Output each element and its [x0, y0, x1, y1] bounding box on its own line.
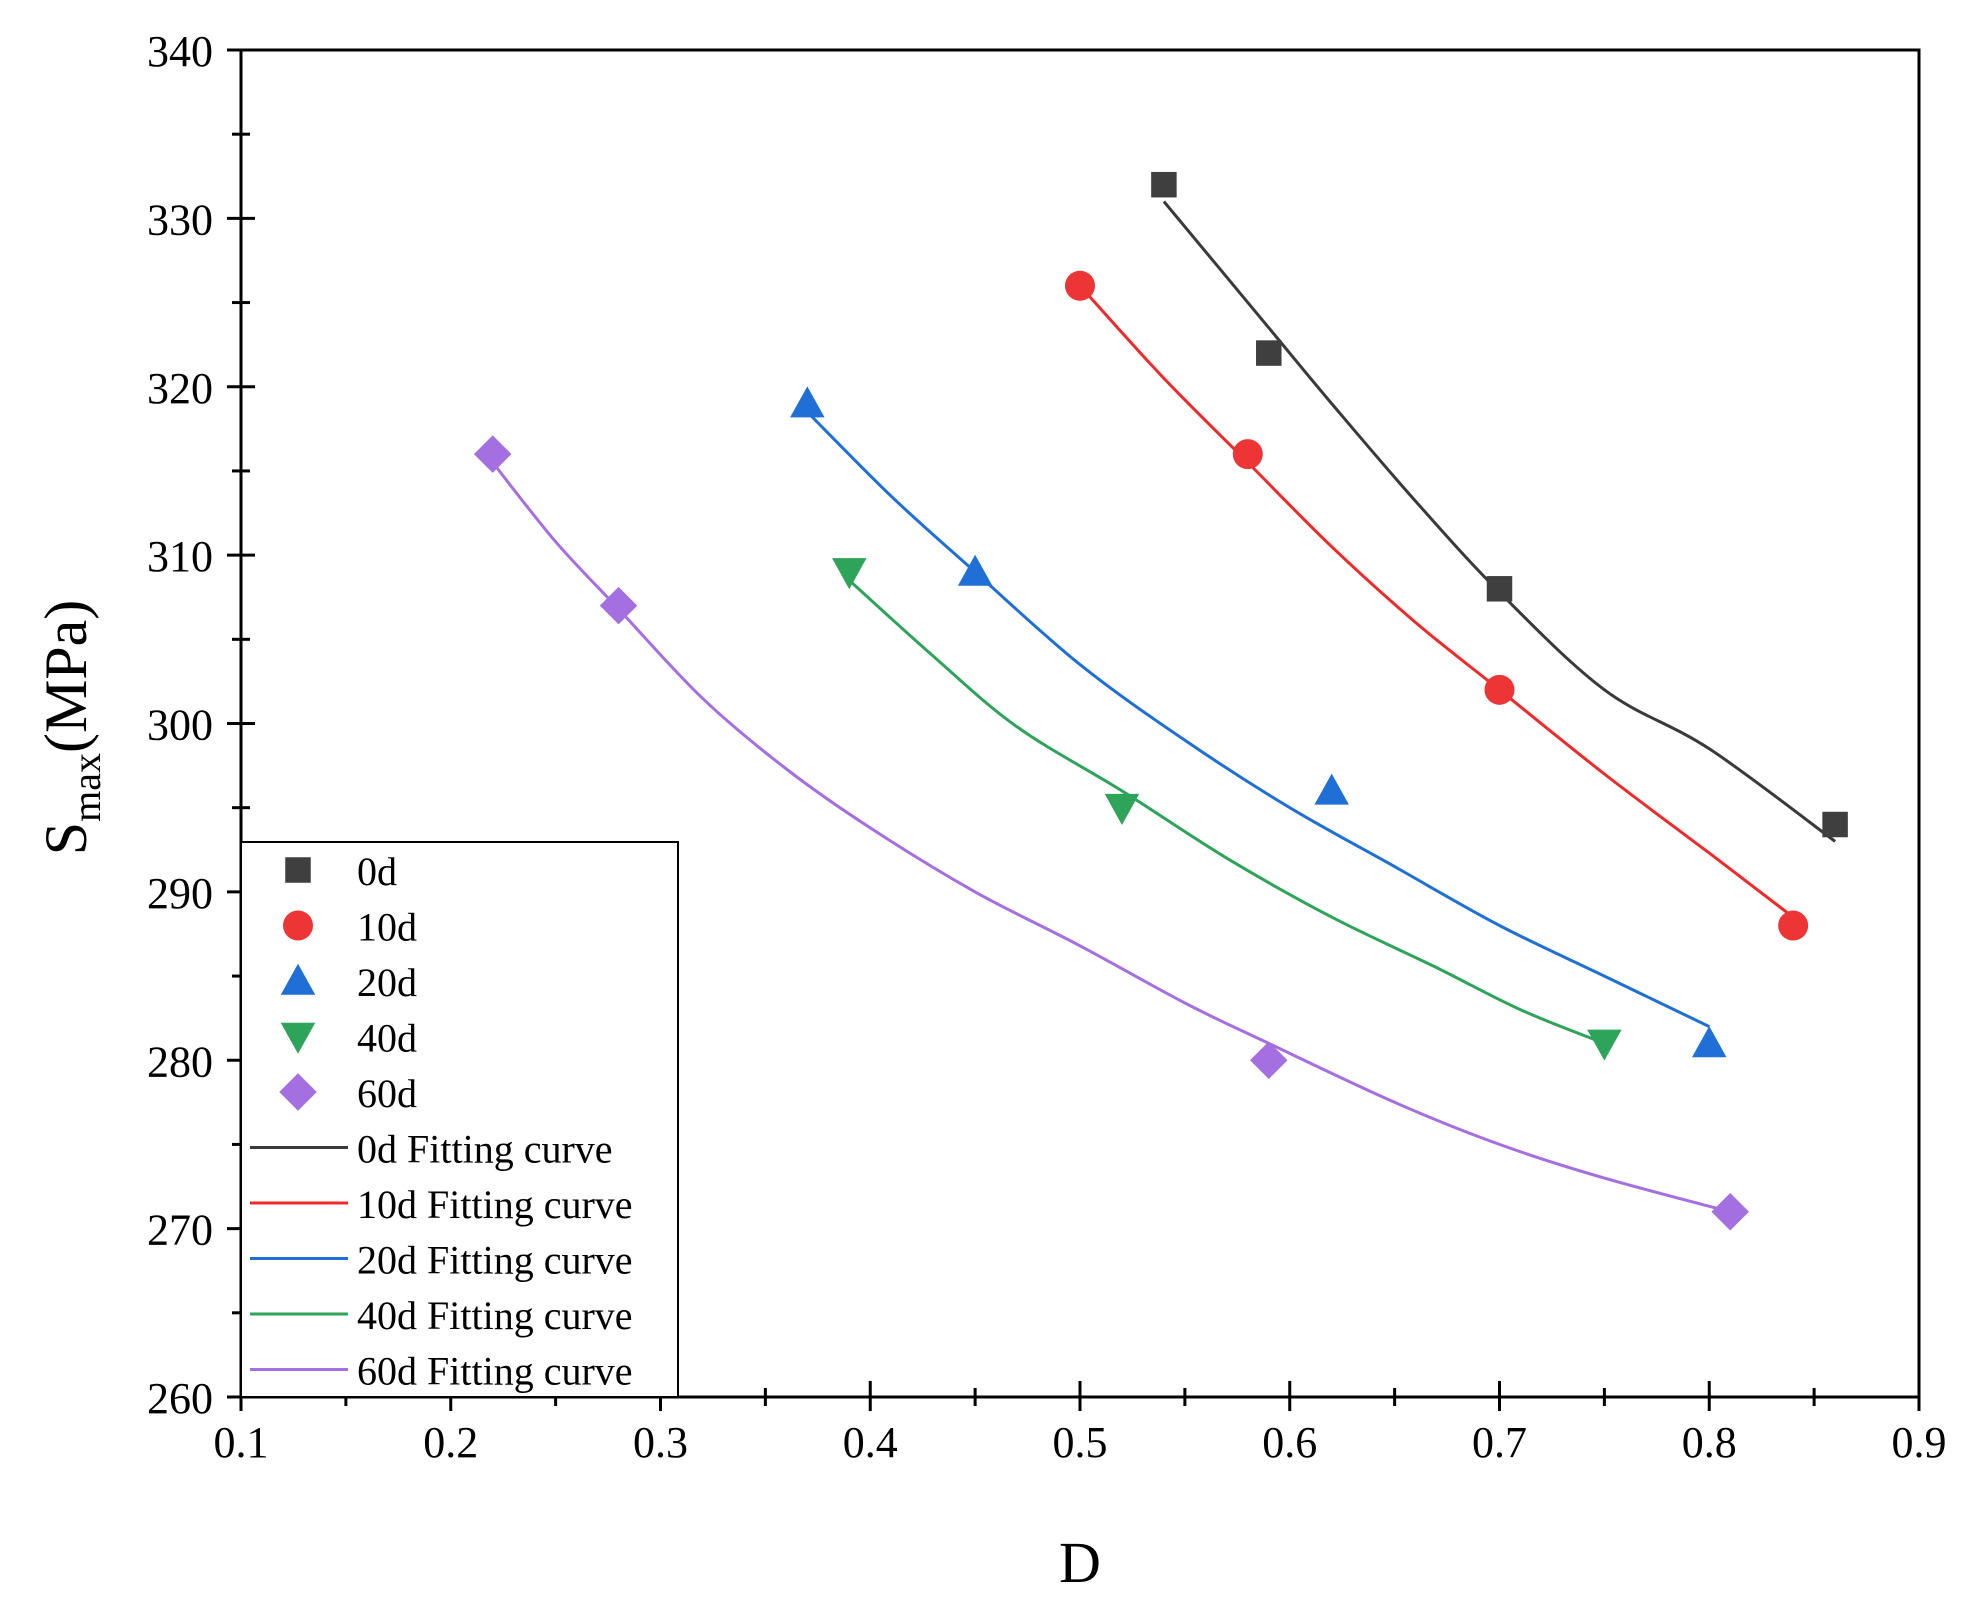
legend-label-fit-10d: 10d Fitting curve [357, 1182, 633, 1227]
x-tick-label: 0.4 [843, 1418, 898, 1467]
y-axis-label-main: S [33, 822, 99, 855]
data-point-20d [1692, 1026, 1727, 1058]
legend-label-fit-60d: 60d Fitting curve [357, 1349, 633, 1394]
y-tick-label: 270 [147, 1206, 213, 1255]
data-point-20d [790, 386, 825, 418]
x-tick-label: 0.6 [1262, 1418, 1317, 1467]
legend-marker-10d [283, 910, 313, 941]
fit-curve-0d [1162, 200, 1836, 843]
legend-label-10d: 10d [357, 905, 417, 950]
legend-label-0d: 0d [357, 849, 397, 894]
y-axis-label-subscript: max [64, 753, 109, 822]
y-tick-label: 280 [147, 1037, 213, 1086]
legend-label-60d: 60d [357, 1071, 417, 1116]
x-tick-label: 0.3 [633, 1418, 688, 1467]
data-point-20d [1314, 773, 1349, 805]
fit-curve-60d [491, 461, 1731, 1214]
data-markers [473, 171, 1848, 1231]
data-point-60d [1711, 1193, 1749, 1231]
data-point-10d [1232, 439, 1263, 470]
x-tick-label: 0.8 [1682, 1418, 1737, 1467]
x-axis-ticks: 0.1 0.2 0.3 0.4 0.5 0.6 0.7 0.8 0.9 [214, 1381, 1947, 1467]
data-point-0d [1486, 576, 1513, 602]
data-point-60d [599, 586, 638, 625]
legend-marker-60d [279, 1073, 317, 1111]
legend: 0d 10d 20d 40d 60d 0d Fitting curve 10d Fittin… [240, 841, 679, 1398]
legend-box [240, 841, 679, 1398]
y-tick-label: 300 [147, 701, 213, 750]
y-tick-label: 260 [147, 1374, 213, 1423]
legend-marker-20d [280, 963, 316, 995]
x-tick-label: 0.9 [1892, 1418, 1947, 1467]
y-axis-label-unit: (MPa) [33, 600, 99, 753]
data-point-0d [1256, 340, 1282, 366]
legend-label-40d: 40d [357, 1016, 417, 1061]
y-tick-label: 330 [147, 195, 213, 244]
legend-label-fit-20d: 20d Fitting curve [357, 1238, 633, 1283]
x-tick-label: 0.1 [214, 1418, 269, 1467]
legend-label-fit-40d: 40d Fitting curve [357, 1293, 633, 1338]
data-point-10d [1065, 270, 1095, 301]
data-point-0d [1822, 811, 1848, 838]
data-point-10d [1778, 910, 1809, 941]
fitting-curves [491, 200, 1836, 1214]
y-axis-label: Smax(MPa) [33, 600, 109, 856]
fit-curve-40d [848, 579, 1605, 1045]
x-tick-label: 0.5 [1053, 1418, 1108, 1467]
legend-marker-0d [285, 857, 311, 883]
y-tick-label: 340 [147, 27, 213, 76]
fit-curve-20d [806, 410, 1710, 1028]
data-point-60d [1250, 1041, 1288, 1079]
data-point-40d [832, 558, 867, 590]
data-point-40d [1104, 793, 1140, 825]
y-tick-label: 310 [147, 532, 213, 581]
fit-curve-10d [1078, 284, 1795, 919]
legend-marker-40d [280, 1022, 316, 1054]
legend-label-fit-0d: 0d Fitting curve [357, 1127, 613, 1172]
y-tick-label: 290 [147, 869, 213, 918]
legend-label-20d: 20d [357, 960, 417, 1005]
y-axis-ticks: 260 270 280 290 300 310 320 330 340 [147, 27, 255, 1423]
data-point-40d [1587, 1029, 1622, 1061]
data-point-10d [1484, 674, 1515, 705]
x-axis-label: D [1059, 1530, 1101, 1595]
x-tick-label: 0.7 [1472, 1418, 1527, 1467]
data-point-0d [1151, 171, 1177, 198]
data-point-20d [957, 554, 993, 586]
x-tick-label: 0.2 [423, 1418, 478, 1467]
data-point-60d [473, 435, 512, 473]
axes: 0.1 0.2 0.3 0.4 0.5 0.6 0.7 0.8 0.9 260 270 280 290… [33, 27, 1947, 1595]
y-tick-label: 320 [147, 364, 213, 413]
